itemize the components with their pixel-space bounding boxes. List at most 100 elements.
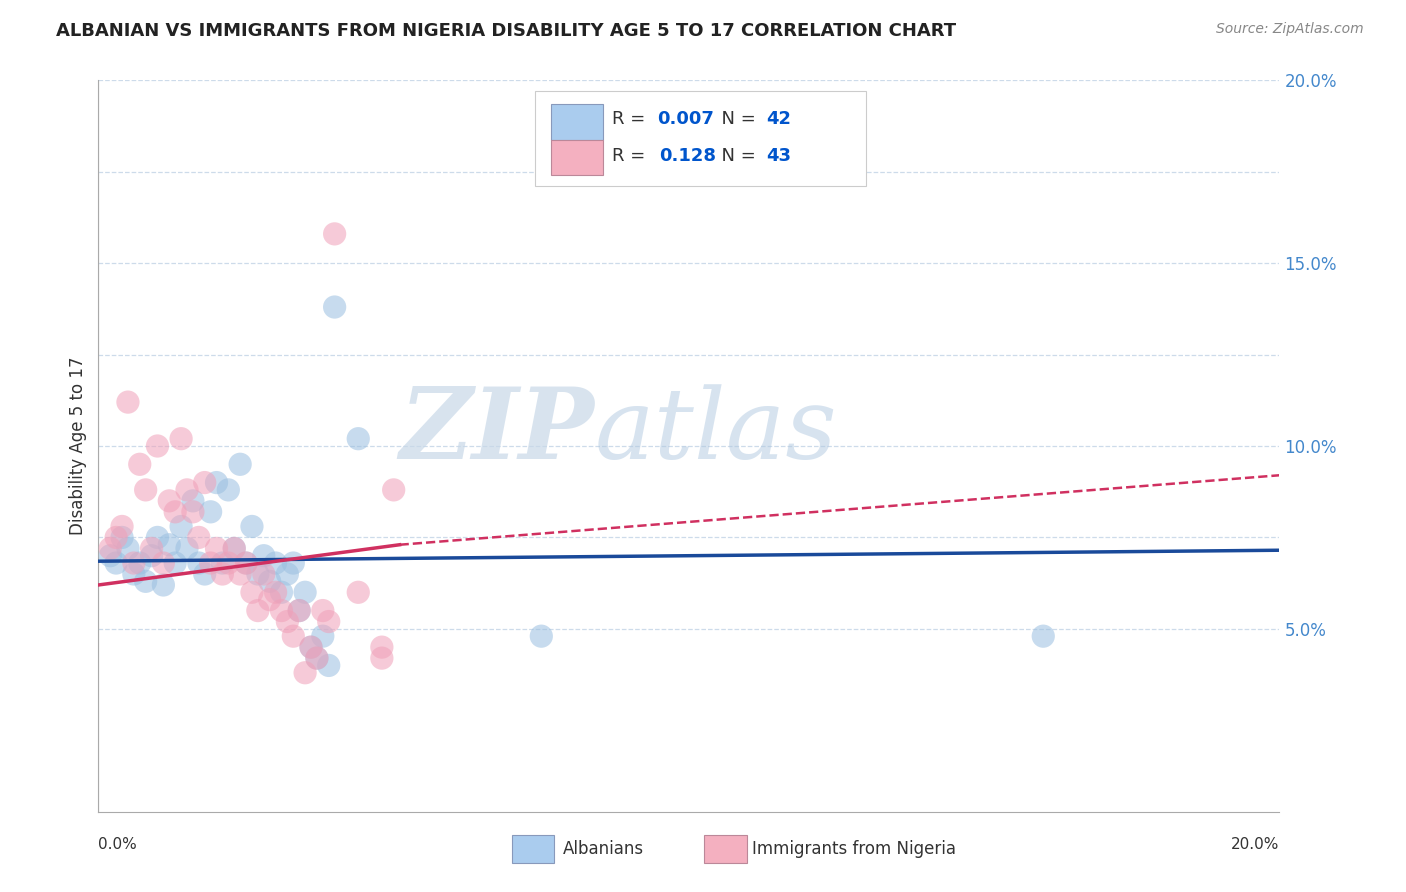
Point — [1032, 629, 1054, 643]
Text: Source: ZipAtlas.com: Source: ZipAtlas.com — [1216, 22, 1364, 37]
Point — [530, 629, 553, 643]
Point — [200, 505, 222, 519]
Point — [194, 475, 217, 490]
FancyBboxPatch shape — [551, 139, 603, 176]
Point — [152, 556, 174, 570]
Point — [264, 585, 287, 599]
Point — [170, 432, 193, 446]
Point — [253, 567, 276, 582]
Point — [165, 556, 187, 570]
Point — [259, 574, 281, 589]
Text: ALBANIAN VS IMMIGRANTS FROM NIGERIA DISABILITY AGE 5 TO 17 CORRELATION CHART: ALBANIAN VS IMMIGRANTS FROM NIGERIA DISA… — [56, 22, 956, 40]
Point — [187, 556, 209, 570]
Point — [276, 615, 298, 629]
Point — [146, 530, 169, 544]
Point — [141, 549, 163, 563]
Point — [323, 227, 346, 241]
Text: 0.0%: 0.0% — [98, 838, 138, 853]
Point — [122, 567, 145, 582]
Text: N =: N = — [710, 110, 762, 128]
Point — [157, 538, 180, 552]
Text: 0.128: 0.128 — [659, 146, 717, 165]
Point — [299, 640, 322, 655]
Text: R =: R = — [612, 110, 651, 128]
Point — [283, 629, 305, 643]
Point — [288, 603, 311, 617]
Point — [312, 629, 335, 643]
Point — [270, 603, 292, 617]
Point — [141, 541, 163, 556]
Point — [157, 493, 180, 508]
Text: Albanians: Albanians — [562, 840, 644, 858]
Point — [270, 585, 292, 599]
Point — [347, 432, 370, 446]
Point — [371, 640, 394, 655]
Point — [235, 556, 257, 570]
Text: 43: 43 — [766, 146, 790, 165]
Point — [135, 483, 157, 497]
Point — [176, 541, 198, 556]
Point — [211, 567, 233, 582]
Point — [229, 567, 252, 582]
Point — [170, 519, 193, 533]
Point — [111, 530, 134, 544]
Point — [235, 556, 257, 570]
Point — [117, 541, 139, 556]
Point — [259, 592, 281, 607]
Point — [240, 519, 263, 533]
Point — [224, 541, 246, 556]
Point — [211, 556, 233, 570]
Point — [305, 651, 328, 665]
Point — [217, 483, 239, 497]
Point — [323, 300, 346, 314]
Point — [98, 549, 121, 563]
Point — [382, 483, 405, 497]
Point — [217, 556, 239, 570]
Point — [318, 615, 340, 629]
Text: 42: 42 — [766, 110, 790, 128]
Point — [347, 585, 370, 599]
Point — [165, 505, 187, 519]
Point — [117, 395, 139, 409]
Text: 20.0%: 20.0% — [1232, 838, 1279, 853]
Point — [122, 556, 145, 570]
Point — [294, 665, 316, 680]
Point — [176, 483, 198, 497]
Point — [152, 578, 174, 592]
Point — [371, 651, 394, 665]
Point — [229, 458, 252, 472]
Point — [105, 530, 128, 544]
Point — [305, 651, 328, 665]
Point — [135, 574, 157, 589]
Point — [318, 658, 340, 673]
Point — [111, 519, 134, 533]
Point — [253, 549, 276, 563]
Point — [246, 567, 269, 582]
Point — [299, 640, 322, 655]
Point — [187, 530, 209, 544]
FancyBboxPatch shape — [536, 91, 866, 186]
Point — [288, 603, 311, 617]
Point — [276, 567, 298, 582]
Point — [205, 541, 228, 556]
Text: 0.007: 0.007 — [657, 110, 714, 128]
Text: R =: R = — [612, 146, 657, 165]
Point — [105, 556, 128, 570]
Point — [283, 556, 305, 570]
Point — [128, 458, 150, 472]
Point — [128, 556, 150, 570]
Y-axis label: Disability Age 5 to 17: Disability Age 5 to 17 — [69, 357, 87, 535]
Point — [246, 603, 269, 617]
Point — [240, 585, 263, 599]
Point — [181, 493, 204, 508]
Point — [205, 475, 228, 490]
Point — [194, 567, 217, 582]
Point — [200, 556, 222, 570]
Text: Immigrants from Nigeria: Immigrants from Nigeria — [752, 840, 956, 858]
FancyBboxPatch shape — [551, 104, 603, 140]
Point — [294, 585, 316, 599]
Text: atlas: atlas — [595, 384, 837, 479]
Point — [98, 541, 121, 556]
Text: N =: N = — [710, 146, 762, 165]
Text: ZIP: ZIP — [399, 384, 595, 480]
